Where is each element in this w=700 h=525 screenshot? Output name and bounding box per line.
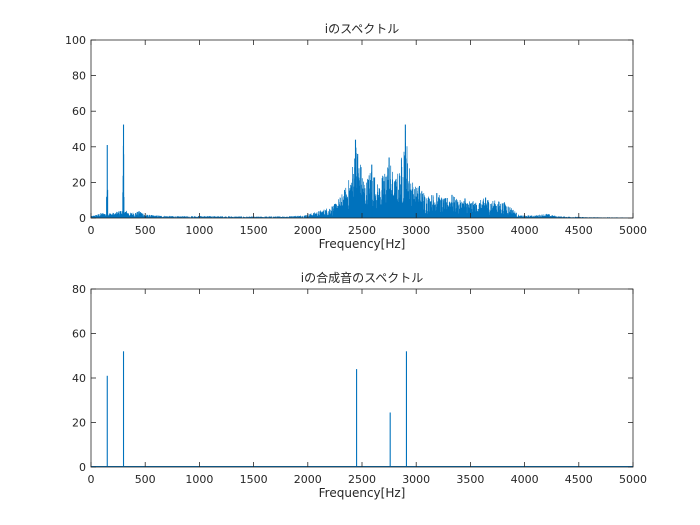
x-tick-label: 2000 <box>294 224 322 237</box>
y-tick-label: 100 <box>65 34 86 47</box>
x-tick-label: 4000 <box>511 224 539 237</box>
x-tick-label: 5000 <box>619 224 647 237</box>
y-tick-label: 20 <box>72 417 86 430</box>
synthesized-spectrum-plot-y-ticks: 0 20 40 60 80 <box>72 283 633 474</box>
y-tick-label: 0 <box>79 212 86 225</box>
synthesized-spectrum-plot-x-ticks: 0 500 1000 1500 2000 2500 3000 3500 4000 4500 5000 <box>88 289 647 486</box>
x-tick-label: 0 <box>88 473 95 486</box>
y-tick-label: 40 <box>72 141 86 154</box>
y-tick-label: 0 <box>79 461 86 474</box>
x-tick-label: 500 <box>135 473 156 486</box>
y-tick-label: 20 <box>72 176 86 189</box>
y-tick-label: 40 <box>72 372 86 385</box>
synthesized-spectrum-plot-x-label: Frequency[Hz] <box>319 486 406 500</box>
x-tick-label: 1000 <box>185 224 213 237</box>
spectrum-plot-title: iのスペクトル <box>325 22 400 36</box>
x-tick-label: 2500 <box>348 473 376 486</box>
x-tick-label: 3000 <box>402 224 430 237</box>
x-tick-label: 1500 <box>240 224 268 237</box>
y-tick-label: 80 <box>72 70 86 83</box>
x-tick-label: 0 <box>88 224 95 237</box>
y-tick-label: 60 <box>72 328 86 341</box>
x-tick-label: 3500 <box>456 473 484 486</box>
x-tick-label: 3000 <box>402 473 430 486</box>
x-tick-label: 4500 <box>565 224 593 237</box>
x-tick-label: 4500 <box>565 473 593 486</box>
y-tick-label: 80 <box>72 283 86 296</box>
x-tick-label: 2000 <box>294 473 322 486</box>
spectrum-plot-y-ticks: 0 20 40 60 80 100 <box>65 34 633 225</box>
x-tick-label: 1000 <box>185 473 213 486</box>
x-tick-label: 2500 <box>348 224 376 237</box>
x-tick-label: 1500 <box>240 473 268 486</box>
x-tick-label: 5000 <box>619 473 647 486</box>
y-tick-label: 60 <box>72 105 86 118</box>
synthesized-spectrum-plot-title: iの合成音のスペクトル <box>301 270 424 285</box>
x-tick-label: 500 <box>135 224 156 237</box>
synthesized-spectrum-plot: iの合成音のスペクトル 0 20 40 60 80 0 500 1000 1500 2000 25… <box>72 270 647 500</box>
spectrum-plot-x-ticks: 0 500 1000 1500 2000 2500 3000 3500 4000 4500 5000 <box>88 40 647 237</box>
spectrum-plot-x-label: Frequency[Hz] <box>319 237 406 251</box>
spectrum-plot: iのスペクトル 0 20 40 60 80 100 0 500 1000 1500 2000 250… <box>65 22 647 251</box>
x-tick-label: 3500 <box>456 224 484 237</box>
x-tick-label: 4000 <box>511 473 539 486</box>
